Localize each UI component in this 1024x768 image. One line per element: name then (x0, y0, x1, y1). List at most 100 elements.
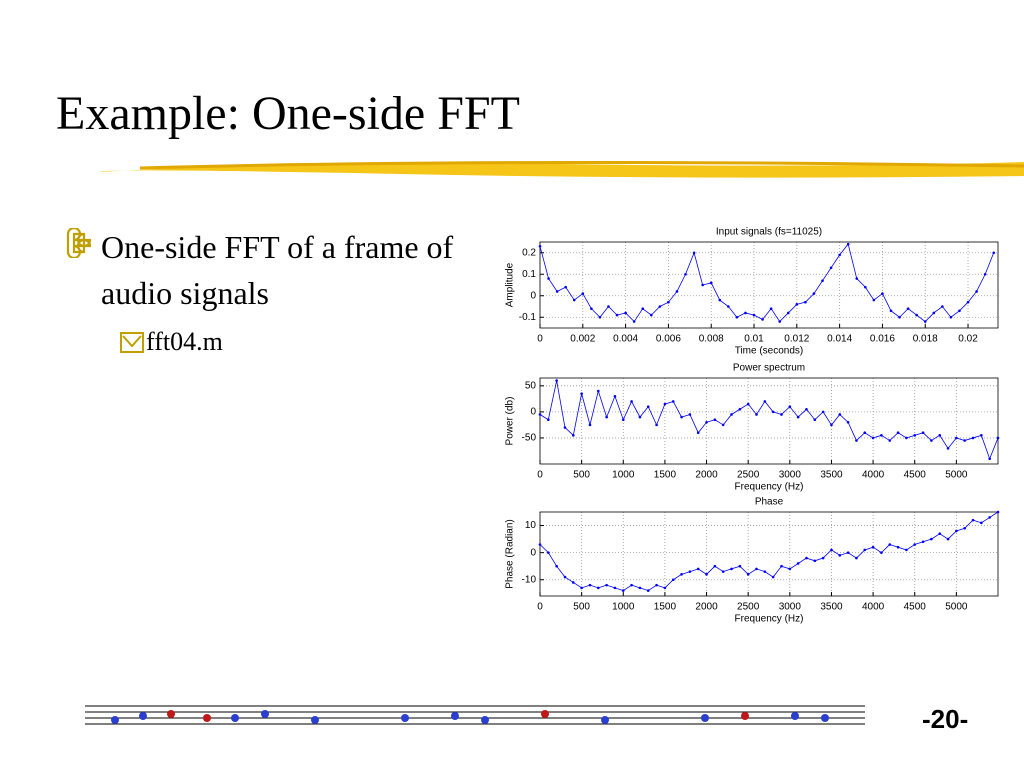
x-tick-label: 5000 (945, 470, 968, 481)
x-axis-label: Time (seconds) (735, 346, 804, 357)
data-point (813, 559, 817, 563)
data-point (630, 583, 633, 587)
data-point (563, 575, 567, 579)
x-tick-label: 0.002 (570, 334, 595, 345)
data-point (563, 426, 567, 429)
data-point (547, 551, 550, 554)
data-point (889, 309, 893, 313)
data-point (958, 309, 961, 313)
x-tick-label: 4500 (904, 602, 927, 613)
x-tick-label: 4000 (862, 602, 885, 613)
data-point (796, 415, 800, 419)
data-point (755, 413, 758, 416)
data-point (667, 300, 670, 304)
x-tick-label: 0 (537, 470, 543, 481)
x-tick-label: 5000 (945, 602, 968, 613)
data-point (755, 567, 758, 571)
data-point (846, 242, 850, 246)
x-tick-label: 2500 (737, 470, 760, 481)
data-point (727, 305, 730, 308)
data-point (572, 434, 575, 437)
data-point (746, 573, 750, 576)
slide-title: Example: One-side FFT (56, 87, 520, 140)
bullet-text: One-side FFT of a frame of audio signals (101, 229, 454, 311)
x-tick-label: 0.01 (744, 334, 764, 345)
bullet-icon (66, 228, 92, 258)
data-point (701, 283, 704, 287)
sub-bullet-text: fft04.m (146, 327, 223, 356)
data-point (709, 281, 713, 285)
data-point (580, 586, 583, 590)
data-point (896, 431, 900, 435)
data-point (680, 415, 683, 419)
data-point (671, 400, 675, 403)
data-point (966, 300, 970, 304)
data-point (538, 543, 542, 546)
data-point (705, 573, 708, 576)
data-point (658, 305, 662, 308)
x-tick-label: 0.016 (870, 334, 895, 345)
data-point (547, 418, 550, 421)
data-point (838, 413, 842, 416)
x-tick-label: 1000 (612, 470, 635, 481)
data-point (718, 298, 722, 302)
x-tick-label: 0 (537, 334, 543, 345)
x-tick-label: 4000 (862, 470, 885, 481)
x-tick-label: 0.018 (913, 334, 938, 345)
data-point (913, 543, 917, 546)
data-point (675, 290, 679, 293)
x-tick-label: 3500 (820, 470, 843, 481)
data-point (624, 311, 627, 315)
data-point (913, 434, 917, 437)
data-point (846, 421, 850, 424)
data-point (696, 431, 700, 435)
data-point (921, 431, 925, 435)
x-tick-label: 500 (573, 602, 590, 613)
data-point (596, 586, 600, 590)
data-point (938, 434, 942, 437)
data-point (780, 564, 783, 568)
x-tick-label: 0 (537, 602, 543, 613)
data-point (613, 586, 617, 590)
data-point (830, 423, 833, 427)
data-point (898, 315, 901, 319)
data-point (696, 567, 700, 571)
data-point (580, 392, 583, 395)
data-point (730, 567, 733, 571)
y-tick-label: -50 (522, 433, 537, 444)
data-point (778, 320, 782, 323)
data-point (930, 439, 933, 442)
data-point (996, 510, 1000, 514)
data-point (538, 245, 542, 248)
x-tick-label: 0.014 (827, 334, 852, 345)
data-point (621, 589, 625, 592)
y-axis-label: Amplitude (505, 262, 516, 307)
data-point (752, 313, 756, 317)
data-point (646, 405, 650, 408)
data-point (830, 548, 833, 552)
x-tick-label: 0.02 (958, 334, 978, 345)
x-tick-label: 4500 (904, 470, 927, 481)
chart-title: Power spectrum (733, 363, 805, 374)
data-point (555, 379, 558, 382)
data-point (949, 315, 953, 319)
data-point (572, 298, 576, 302)
x-tick-label: 1500 (654, 470, 677, 481)
data-point (855, 439, 858, 442)
x-tick-label: 3500 (820, 602, 843, 613)
y-tick-label: 50 (525, 380, 537, 391)
data-point (821, 556, 825, 560)
data-point (930, 537, 933, 541)
data-point (671, 578, 675, 582)
data-point (588, 583, 592, 587)
data-point (863, 548, 867, 552)
data-point (872, 298, 876, 302)
data-point (955, 529, 958, 533)
data-point (761, 318, 764, 321)
data-point (980, 521, 983, 525)
data-point (655, 423, 658, 427)
data-point (906, 307, 910, 310)
y-tick-label: 0.1 (522, 269, 536, 280)
data-point (971, 436, 975, 440)
